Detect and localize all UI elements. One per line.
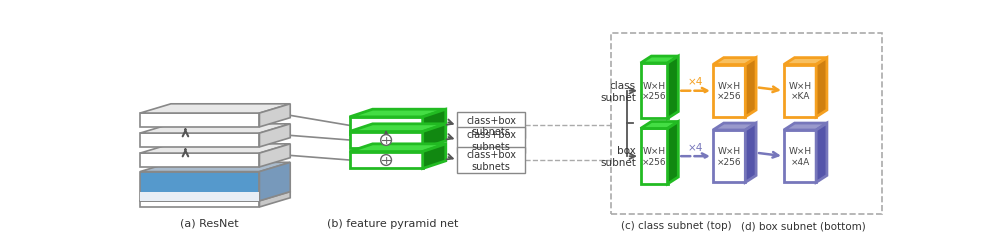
Text: +: +: [381, 156, 391, 165]
FancyBboxPatch shape: [612, 34, 882, 214]
Text: (b) feature pyramid net: (b) feature pyramid net: [328, 218, 458, 228]
Polygon shape: [641, 122, 678, 129]
Polygon shape: [349, 110, 446, 118]
Text: class+box
subnets: class+box subnets: [466, 130, 516, 151]
Polygon shape: [259, 163, 290, 201]
Polygon shape: [141, 104, 290, 114]
FancyBboxPatch shape: [457, 113, 525, 139]
Polygon shape: [713, 65, 745, 118]
Polygon shape: [349, 144, 446, 152]
Polygon shape: [141, 144, 290, 154]
Polygon shape: [713, 124, 756, 130]
Text: (c) class subnet (top): (c) class subnet (top): [621, 220, 732, 230]
Polygon shape: [784, 130, 816, 182]
FancyBboxPatch shape: [457, 128, 525, 154]
Polygon shape: [423, 124, 446, 149]
Polygon shape: [641, 64, 667, 119]
Polygon shape: [667, 122, 678, 184]
Polygon shape: [349, 124, 446, 132]
Polygon shape: [141, 201, 259, 207]
Polygon shape: [713, 58, 756, 65]
Polygon shape: [259, 124, 290, 147]
Polygon shape: [816, 124, 827, 182]
Text: W×H
×256: W×H ×256: [642, 147, 666, 166]
Polygon shape: [349, 118, 423, 134]
Polygon shape: [667, 57, 678, 119]
Text: class
subnet: class subnet: [600, 80, 636, 102]
Text: W×H
×256: W×H ×256: [717, 147, 742, 166]
Text: class+box
subnets: class+box subnets: [466, 115, 516, 136]
Text: W×H
×256: W×H ×256: [717, 82, 742, 101]
Polygon shape: [349, 132, 423, 149]
Polygon shape: [141, 134, 259, 147]
Polygon shape: [745, 124, 756, 182]
Polygon shape: [141, 114, 259, 128]
Circle shape: [381, 135, 391, 146]
Polygon shape: [141, 192, 290, 201]
Polygon shape: [259, 192, 290, 207]
Polygon shape: [141, 154, 259, 167]
FancyBboxPatch shape: [457, 147, 525, 174]
Polygon shape: [745, 58, 756, 118]
Text: +: +: [381, 136, 391, 145]
Circle shape: [381, 155, 391, 166]
Polygon shape: [784, 65, 816, 118]
Text: ×4: ×4: [688, 142, 703, 152]
Polygon shape: [641, 57, 678, 64]
Text: class+box
subnets: class+box subnets: [466, 150, 516, 171]
Polygon shape: [141, 163, 290, 172]
Polygon shape: [423, 110, 446, 134]
Text: W×H
×256: W×H ×256: [642, 82, 666, 101]
Polygon shape: [784, 124, 827, 130]
Polygon shape: [259, 144, 290, 167]
Text: (d) box subnet (bottom): (d) box subnet (bottom): [742, 220, 866, 230]
Polygon shape: [713, 130, 745, 182]
Text: W×H
×KA: W×H ×KA: [788, 82, 812, 101]
Text: (a) ResNet: (a) ResNet: [180, 218, 239, 228]
Polygon shape: [141, 172, 259, 201]
Polygon shape: [423, 144, 446, 169]
Polygon shape: [141, 192, 259, 201]
Polygon shape: [816, 58, 827, 118]
Polygon shape: [141, 124, 290, 134]
Text: box
subnet: box subnet: [600, 146, 636, 167]
Polygon shape: [349, 152, 423, 169]
Polygon shape: [259, 104, 290, 128]
Polygon shape: [784, 58, 827, 65]
Polygon shape: [641, 129, 667, 184]
Text: ×4: ×4: [688, 77, 703, 87]
Text: W×H
×4A: W×H ×4A: [788, 147, 812, 166]
